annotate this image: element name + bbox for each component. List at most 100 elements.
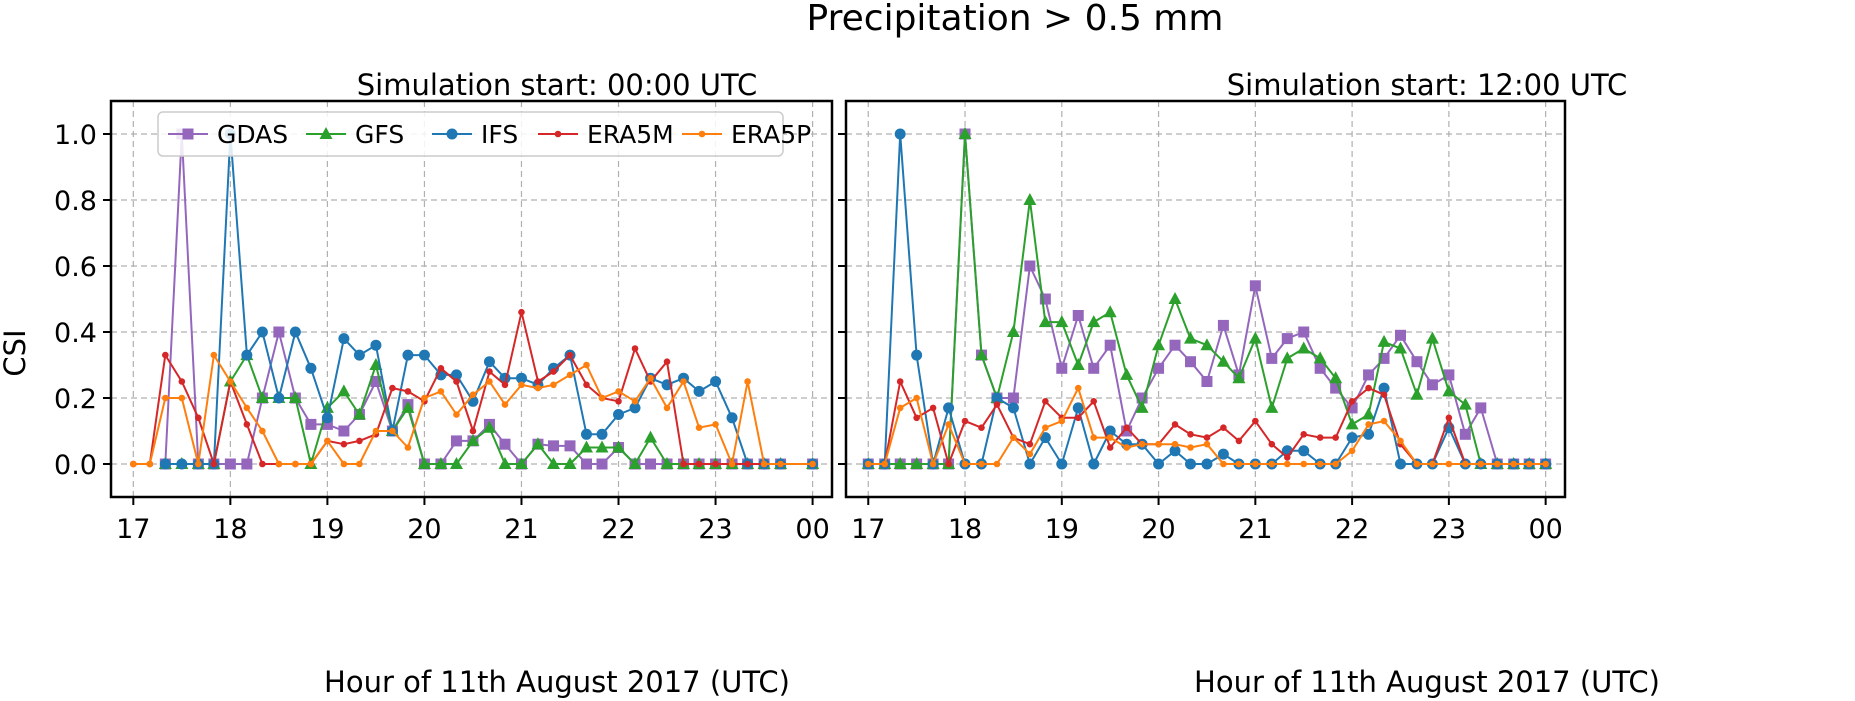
data-point-era5m — [913, 414, 920, 422]
data-point-era5p — [1090, 434, 1098, 441]
x-tick-label: 17 — [116, 514, 150, 545]
data-point-era5p — [1252, 460, 1259, 468]
data-point-ifs — [1185, 458, 1197, 470]
data-point-gdas — [1443, 369, 1455, 381]
data-point-era5p — [210, 351, 218, 359]
data-point-era5p — [1525, 460, 1533, 468]
data-point-era5m — [340, 440, 348, 448]
data-point-era5p — [1010, 434, 1017, 441]
data-point-gfs — [1184, 331, 1198, 344]
legend-entry-era5m: ERA5M — [538, 120, 674, 149]
data-point-era5m — [712, 460, 719, 468]
axes-frame — [844, 99, 1567, 499]
data-point-gdas — [1169, 339, 1181, 351]
data-point-era5p — [961, 460, 969, 468]
data-point-era5p — [1283, 460, 1291, 468]
data-point-era5p — [259, 427, 266, 435]
x-tick-label: 21 — [504, 514, 538, 545]
data-point-era5p — [631, 398, 639, 405]
data-point-era5m — [453, 378, 460, 385]
data-point-era5m — [695, 460, 703, 468]
data-point-era5m — [631, 345, 639, 352]
left-x-axis-label: Hour of 11th August 2017 (UTC) — [324, 665, 790, 699]
data-point-era5p — [1316, 460, 1324, 468]
data-point-era5p — [647, 374, 654, 382]
data-point-era5p — [421, 394, 428, 402]
data-point-era5p — [1380, 417, 1388, 425]
data-point-era5p — [307, 460, 315, 468]
legend-entry-era5p: ERA5P — [682, 120, 811, 149]
data-point-era5p — [598, 394, 606, 402]
data-point-gfs — [1393, 341, 1407, 354]
data-point-era5p — [809, 460, 816, 468]
data-point-gdas — [1363, 369, 1375, 381]
data-point-ifs — [1024, 458, 1036, 470]
legend: GDAS GFS IFS ERA5M ERA5P — [157, 111, 811, 157]
data-point-ifs — [580, 428, 592, 440]
data-point-era5m — [1252, 417, 1259, 425]
data-point-gdas — [580, 458, 592, 470]
data-point-era5m — [162, 351, 169, 359]
y-tick-label: 0.0 — [54, 450, 97, 481]
data-point-ifs — [1088, 458, 1100, 470]
data-point-gdas — [1217, 319, 1229, 331]
data-point-era5m — [1090, 398, 1098, 405]
data-point-gdas — [1426, 379, 1438, 391]
data-point-era5p — [469, 391, 477, 399]
data-point-gfs — [660, 457, 674, 469]
data-point-era5p — [486, 378, 493, 385]
data-point-gfs — [1103, 305, 1117, 318]
data-point-gfs — [644, 430, 658, 443]
data-point-gfs — [612, 440, 626, 453]
data-point-era5p — [1171, 440, 1179, 448]
data-point-era5p — [292, 460, 299, 468]
data-point-gdas — [1314, 362, 1326, 374]
legend-entry-gfs: GFS — [306, 120, 404, 149]
data-point-era5p — [324, 437, 331, 445]
data-point-era5p — [896, 404, 904, 412]
data-point-gfs — [1248, 331, 1262, 344]
data-point-era5p — [1203, 440, 1211, 448]
legend-label: IFS — [481, 120, 518, 149]
data-point-era5p — [1268, 460, 1276, 468]
data-point-gdas — [1072, 310, 1084, 321]
legend-marker — [182, 128, 194, 140]
series-ifs — [862, 128, 1552, 470]
legend-marker — [319, 127, 333, 139]
data-point-era5m — [501, 381, 509, 389]
data-point-era5p — [130, 460, 137, 468]
x-tick-label: 00 — [1528, 514, 1562, 545]
x-tick-label: 18 — [948, 514, 982, 545]
data-point-ifs — [256, 326, 268, 338]
data-point-era5m — [945, 460, 952, 468]
legend-entry-gdas: GDAS — [168, 120, 288, 149]
left-panel-title: Simulation start: 00:00 UTC — [357, 68, 758, 102]
data-point-gdas — [1249, 280, 1261, 292]
legend-label: GDAS — [217, 120, 288, 149]
data-point-era5m — [1380, 391, 1388, 399]
data-point-gdas — [1039, 293, 1051, 305]
data-point-era5m — [978, 424, 985, 432]
data-point-era5p — [1365, 421, 1372, 428]
data-point-ifs — [1039, 432, 1051, 444]
x-tick-label: 23 — [1432, 514, 1466, 545]
data-point-ifs — [1394, 458, 1406, 470]
data-point-era5m — [1365, 384, 1372, 392]
data-point-gfs — [1055, 315, 1069, 328]
x-tick-label: 22 — [1335, 514, 1369, 545]
data-point-gfs — [1425, 331, 1439, 344]
data-point-gfs — [1377, 334, 1391, 347]
data-point-era5p — [583, 361, 590, 369]
data-point-era5p — [1332, 460, 1339, 468]
data-point-era5p — [550, 381, 557, 389]
data-point-era5p — [1026, 450, 1034, 458]
legend-marker — [698, 130, 706, 138]
data-point-era5p — [453, 411, 460, 418]
data-point-era5p — [1510, 460, 1518, 468]
data-point-era5p — [1348, 447, 1356, 455]
data-point-era5m — [615, 398, 622, 405]
data-point-era5p — [1429, 460, 1436, 468]
data-point-gfs — [401, 400, 415, 413]
data-point-gdas — [1185, 356, 1197, 368]
data-point-gdas — [1378, 352, 1390, 364]
